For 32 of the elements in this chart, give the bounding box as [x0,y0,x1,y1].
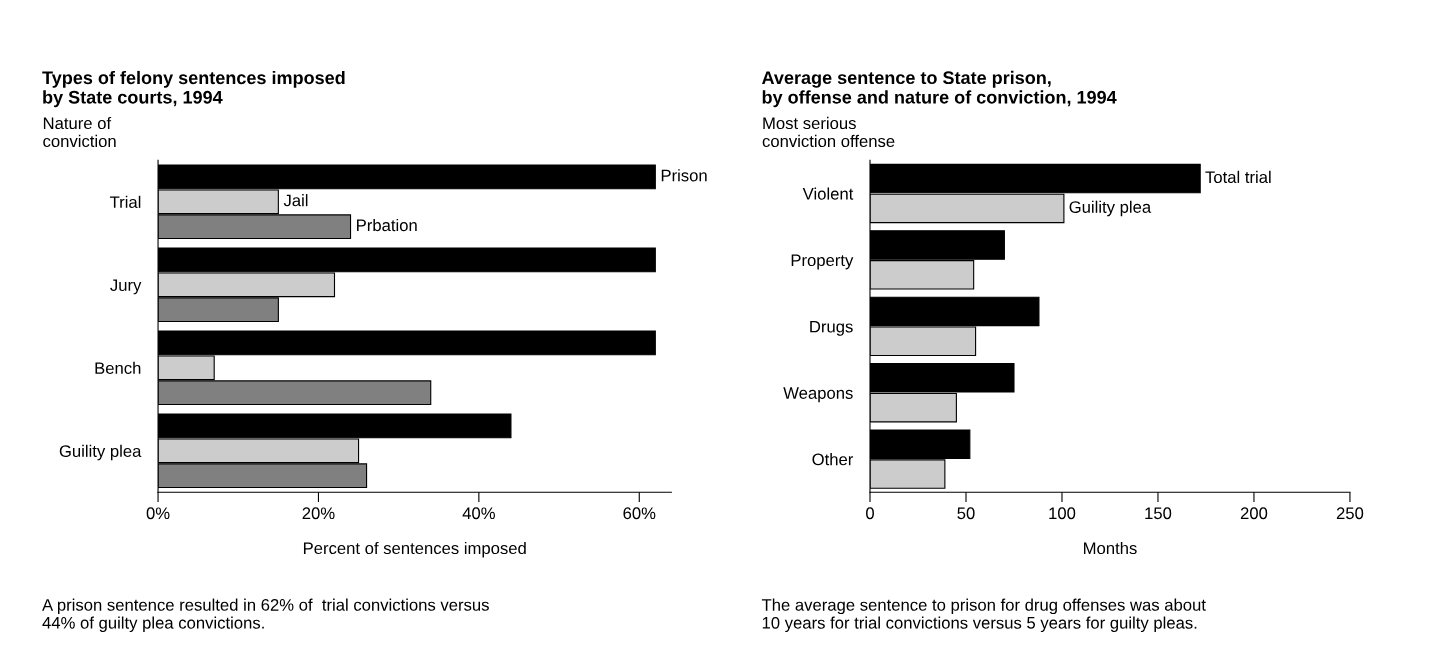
y-axis-title: Most serious conviction offense [762,116,895,148]
x-tick-label: 60% [623,507,656,520]
x-axis-title: Months [1084,541,1137,555]
text: A prison sentence resulted in 62% of trial convictions versus 44% of guilty plea convictions. [42,598,489,633]
y-tick-label: Jury [110,279,142,295]
x-tick-label: 0% [146,507,170,520]
x-tick-label: 0 [866,507,874,520]
x-tick-label: 20% [302,507,335,520]
y-tick-label: Trial [109,195,141,209]
y-tick-label: Bench [95,361,141,375]
x-tick-label: 250 [1336,507,1364,520]
y-tick-label: Guility plea [59,444,142,461]
x-tick-label: 150 [1145,507,1172,520]
x-axis-title: Percent of sentences imposed [303,541,526,558]
series-label: Guility plea [1069,200,1152,217]
y-tick-label: Weapons [783,387,853,403]
y-tick-label: Drugs [810,320,853,336]
chart-title: Average sentence to State prison, by offense and nature of conviction, 1994 [761,70,1117,108]
x-tick-label: 100 [1049,507,1076,520]
y-tick-label: Property [791,254,854,270]
y-tick-label: Other [812,453,854,466]
chart-title: Types of felony sentences imposed by State courts, 1994 [42,70,345,108]
series-label: Prison [661,169,707,182]
x-tick-label: 50 [957,507,975,520]
series-label: Jail [283,194,308,207]
series-label: Prbation [357,218,417,232]
y-tick-label: Violent [802,187,854,200]
series-label: Total trial [1205,170,1271,184]
x-tick-label: 40% [462,507,495,520]
y-axis-title: Nature of conviction [43,116,116,148]
x-tick-label: 200 [1240,507,1268,520]
text: The average sentence to prison for drug offenses was about 10 years for trial convictions versus 5 years for guilty pleas. [761,598,1206,633]
